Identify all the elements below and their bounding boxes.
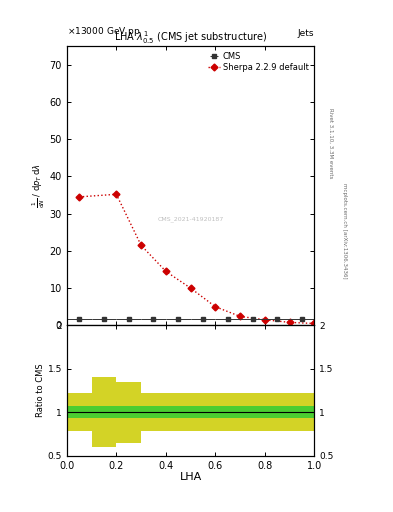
Line: Sherpa 2.2.9 default: Sherpa 2.2.9 default [77, 192, 317, 326]
Sherpa 2.2.9 default [114, 191, 119, 197]
Y-axis label: Ratio to CMS: Ratio to CMS [36, 364, 45, 417]
Sherpa 2.2.9 default [312, 321, 317, 327]
Text: $\times$13000 GeV pp: $\times$13000 GeV pp [67, 26, 140, 38]
Sherpa 2.2.9 default [238, 313, 242, 319]
Text: Rivet 3.1.10, 3.3M events: Rivet 3.1.10, 3.3M events [328, 108, 333, 179]
Text: Jets: Jets [298, 29, 314, 38]
Y-axis label: $\frac{1}{\mathrm{d}N}$ / $\mathrm{d}p_T \, \mathrm{d}\lambda$: $\frac{1}{\mathrm{d}N}$ / $\mathrm{d}p_T… [30, 163, 47, 208]
Sherpa 2.2.9 default [163, 268, 168, 274]
Sherpa 2.2.9 default [287, 319, 292, 326]
Sherpa 2.2.9 default [213, 304, 218, 310]
Sherpa 2.2.9 default [188, 285, 193, 291]
Text: mcplots.cern.ch [arXiv:1306.3436]: mcplots.cern.ch [arXiv:1306.3436] [342, 183, 347, 278]
Text: CMS_2021-41920187: CMS_2021-41920187 [158, 217, 224, 222]
Sherpa 2.2.9 default [139, 242, 143, 248]
Legend: CMS, Sherpa 2.2.9 default: CMS, Sherpa 2.2.9 default [206, 50, 310, 73]
Sherpa 2.2.9 default [77, 194, 82, 200]
Sherpa 2.2.9 default [263, 317, 267, 323]
Title: LHA $\lambda^{1}_{0.5}$ (CMS jet substructure): LHA $\lambda^{1}_{0.5}$ (CMS jet substru… [114, 29, 267, 46]
X-axis label: LHA: LHA [180, 472, 202, 482]
